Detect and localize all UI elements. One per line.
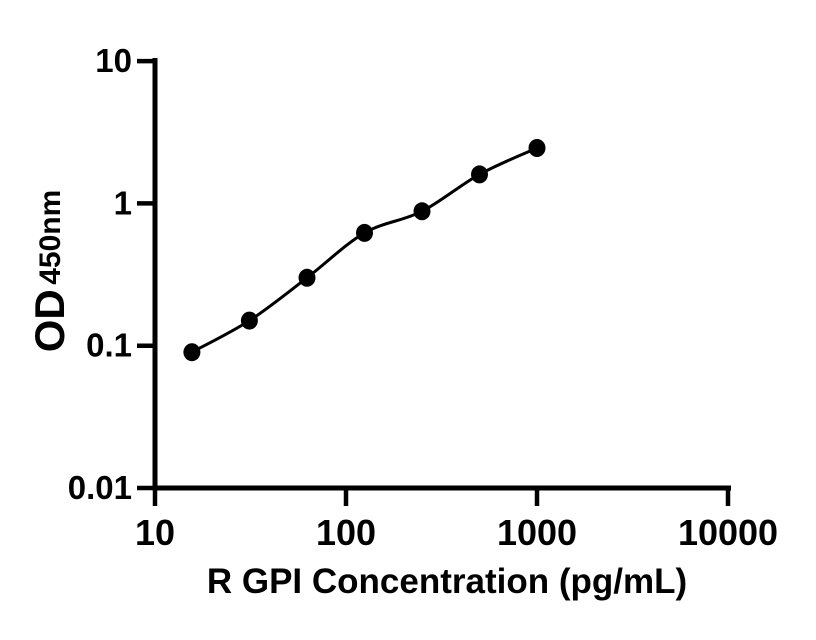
x-tick-label: 1000 bbox=[497, 512, 577, 553]
y-tick-label: 10 bbox=[95, 42, 132, 79]
data-points bbox=[183, 139, 546, 362]
y-axis-title: OD 450nm bbox=[26, 190, 73, 353]
x-axis-title: R GPI Concentration (pg/mL) bbox=[207, 562, 687, 601]
y-tick-label: 0.01 bbox=[68, 469, 132, 506]
axis-spines bbox=[152, 58, 731, 491]
y-axis-tick-labels: 0.01 0.1 1 10 bbox=[68, 42, 132, 506]
data-point bbox=[183, 343, 201, 362]
data-point bbox=[240, 311, 258, 330]
x-axis-ticks bbox=[152, 488, 731, 506]
data-point bbox=[471, 165, 488, 184]
data-point bbox=[356, 223, 373, 242]
x-tick-label: 10 bbox=[135, 512, 175, 553]
y-axis-title-subscript: 450nm bbox=[34, 190, 67, 285]
data-point bbox=[528, 139, 546, 157]
data-point bbox=[298, 268, 316, 287]
y-tick-label: 0.1 bbox=[86, 327, 132, 364]
x-tick-label: 10000 bbox=[678, 512, 778, 553]
data-point bbox=[413, 202, 431, 221]
y-axis-ticks bbox=[137, 58, 155, 491]
y-tick-label: 1 bbox=[114, 184, 132, 221]
y-axis-title-main: OD bbox=[26, 289, 73, 352]
x-tick-label: 100 bbox=[316, 512, 376, 553]
x-axis-tick-labels: 10 100 1000 10000 bbox=[135, 512, 778, 553]
